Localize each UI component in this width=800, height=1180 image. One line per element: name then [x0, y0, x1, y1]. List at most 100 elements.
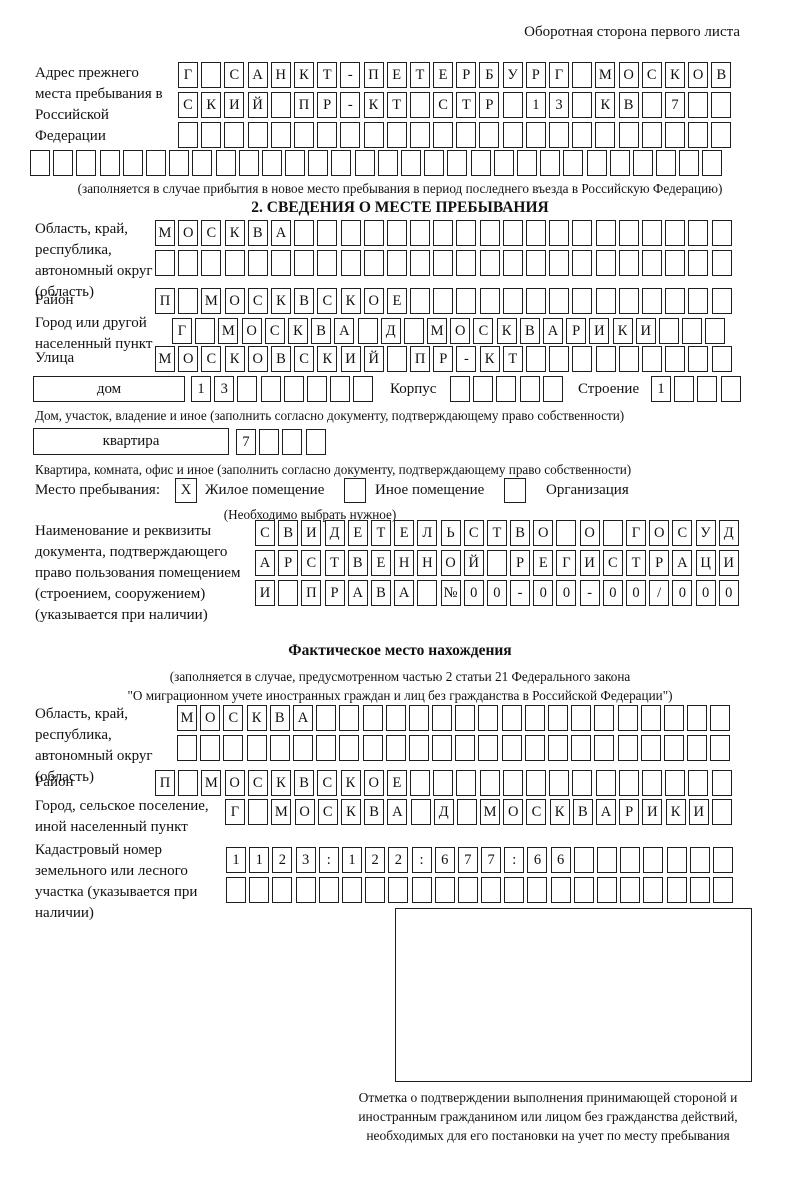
form-cell[interactable] — [549, 346, 570, 372]
form-cell[interactable]: О — [247, 346, 268, 372]
form-cell[interactable] — [434, 877, 455, 903]
form-cell[interactable]: К — [479, 346, 500, 372]
form-cell[interactable]: О — [618, 62, 639, 88]
form-cell[interactable]: О — [450, 318, 471, 344]
stroenie-cells[interactable]: 1 — [651, 376, 744, 402]
form-cell[interactable]: - — [456, 346, 477, 372]
form-cell[interactable] — [479, 770, 500, 796]
form-cell[interactable]: В — [270, 346, 291, 372]
form-cell[interactable] — [306, 376, 327, 402]
form-cell[interactable]: : — [318, 847, 339, 873]
form-cell[interactable] — [238, 150, 259, 176]
form-cell[interactable] — [641, 92, 662, 118]
form-cell[interactable]: К — [270, 288, 291, 314]
form-cell[interactable]: М — [595, 62, 616, 88]
form-cell[interactable] — [456, 799, 477, 825]
form-cell[interactable] — [270, 122, 291, 148]
form-cell[interactable] — [665, 220, 686, 246]
form-cell[interactable]: М — [177, 705, 197, 731]
form-cell[interactable] — [526, 220, 546, 246]
form-cell[interactable] — [666, 877, 687, 903]
form-cell[interactable] — [687, 735, 708, 761]
form-cell[interactable]: № — [440, 580, 461, 606]
form-cell[interactable] — [525, 122, 546, 148]
form-cell[interactable] — [403, 318, 424, 344]
form-cell[interactable] — [540, 150, 561, 176]
form-cell[interactable] — [502, 770, 523, 796]
form-cell[interactable] — [285, 150, 306, 176]
form-cell[interactable] — [641, 250, 662, 276]
form-cell[interactable] — [362, 735, 383, 761]
form-cell[interactable] — [479, 122, 500, 148]
form-cell[interactable] — [99, 150, 120, 176]
form-cell[interactable]: Р — [619, 799, 640, 825]
form-cell[interactable] — [354, 150, 375, 176]
form-cell[interactable]: 7 — [481, 847, 502, 873]
form-cell[interactable] — [618, 122, 639, 148]
form-cell[interactable]: Г — [549, 62, 569, 88]
form-cell[interactable]: Г — [556, 550, 577, 576]
form-cell[interactable]: 0 — [602, 580, 623, 606]
form-cell[interactable]: - — [579, 580, 600, 606]
form-cell[interactable]: С — [317, 288, 338, 314]
form-cell[interactable]: В — [294, 288, 315, 314]
form-cell[interactable] — [665, 346, 686, 372]
form-cell[interactable] — [496, 376, 517, 402]
form-cell[interactable] — [526, 346, 546, 372]
form-cell[interactable] — [663, 735, 684, 761]
form-cell[interactable]: 3 — [295, 847, 316, 873]
form-cell[interactable]: О — [178, 346, 199, 372]
cadastral-row-2[interactable] — [226, 877, 736, 903]
form-cell[interactable]: О — [440, 550, 461, 576]
form-cell[interactable]: 1 — [249, 847, 270, 873]
form-cell[interactable]: Р — [566, 318, 587, 344]
form-cell[interactable] — [548, 735, 568, 761]
form-cell[interactable] — [617, 705, 638, 731]
form-cell[interactable] — [665, 288, 686, 314]
form-cell[interactable] — [470, 150, 491, 176]
form-cell[interactable]: Г — [225, 799, 245, 825]
form-cell[interactable] — [353, 376, 374, 402]
form-cell[interactable]: А — [347, 580, 368, 606]
form-cell[interactable] — [609, 150, 630, 176]
form-cell[interactable] — [595, 220, 616, 246]
form-cell[interactable] — [169, 150, 190, 176]
form-cell[interactable]: Р — [479, 92, 500, 118]
form-cell[interactable]: 7 — [664, 92, 685, 118]
form-cell[interactable] — [595, 770, 616, 796]
form-cell[interactable] — [385, 735, 406, 761]
form-cell[interactable]: В — [370, 580, 391, 606]
form-cell[interactable] — [363, 250, 384, 276]
form-cell[interactable]: И — [255, 580, 275, 606]
form-cell[interactable] — [305, 429, 326, 455]
form-cell[interactable] — [572, 220, 593, 246]
form-cell[interactable] — [502, 92, 523, 118]
form-cell[interactable]: Т — [456, 92, 477, 118]
form-cell[interactable] — [386, 346, 407, 372]
form-cell[interactable] — [572, 62, 593, 88]
stay-type-checkbox-residential[interactable]: X — [175, 478, 200, 503]
form-cell[interactable] — [456, 220, 477, 246]
form-cell[interactable]: С — [473, 318, 494, 344]
form-cell[interactable]: Е — [394, 520, 415, 546]
form-cell[interactable] — [712, 877, 733, 903]
form-cell[interactable]: Д — [380, 318, 401, 344]
form-cell[interactable]: С — [247, 770, 268, 796]
form-cell[interactable] — [663, 705, 684, 731]
form-cell[interactable] — [340, 220, 361, 246]
form-cell[interactable]: С — [463, 520, 484, 546]
form-cell[interactable]: К — [224, 220, 245, 246]
form-cell[interactable] — [330, 376, 351, 402]
form-cell[interactable] — [711, 122, 732, 148]
form-cell[interactable] — [643, 877, 664, 903]
stay-type-checkbox-organization[interactable] — [504, 478, 529, 503]
form-cell[interactable] — [261, 150, 282, 176]
form-cell[interactable] — [177, 735, 197, 761]
